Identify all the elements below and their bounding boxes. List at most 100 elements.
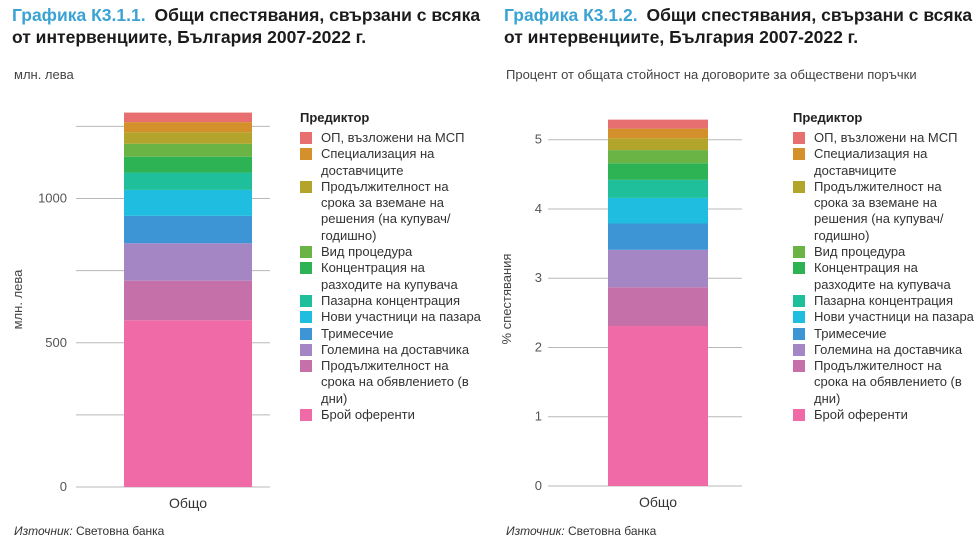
bar-segment — [124, 280, 252, 321]
source-label: Източник: — [14, 524, 73, 538]
y-tick-label: 3 — [535, 270, 542, 285]
legend-item: Нови участници на пазара — [300, 309, 490, 325]
legend-swatch — [793, 409, 805, 422]
legend-item: Продължителност на срока на обявлението … — [793, 358, 979, 407]
legend-swatch — [300, 294, 312, 307]
legend-label: Концентрация на разходите на купувача — [814, 260, 951, 292]
legend-item: ОП, възложени на МСП — [300, 130, 490, 146]
chart-panel-savings-mln: Графика К3.1.1. Общи спестявания, свърза… — [0, 0, 489, 547]
legend-label: Големина на доставчика — [814, 341, 963, 357]
y-tick-label: 4 — [535, 201, 542, 216]
legend-label: Продължителност на срока на обявлението … — [321, 358, 469, 406]
bar-segment — [124, 122, 252, 133]
y-tick-label: 1000 — [38, 191, 67, 206]
legend-swatch — [793, 132, 805, 144]
source-note: Източник: Световна банка — [14, 524, 164, 538]
legend-label: Големина на доставчика — [321, 341, 470, 357]
legend-swatch — [300, 246, 312, 259]
legend-swatch — [793, 262, 805, 275]
chart-title-number: Графика К3.1.2. — [504, 5, 638, 25]
legend-swatch — [793, 180, 805, 193]
bar-segment — [124, 112, 252, 123]
legend-item: Пазарна концентрация — [793, 293, 979, 309]
legend-swatch — [300, 311, 312, 324]
bar-segment — [124, 132, 252, 144]
legend-label: Вид процедура — [814, 244, 906, 260]
legend: Предиктор ОП, възложени на МСП Специализа… — [300, 110, 490, 423]
bar-segment — [124, 143, 252, 157]
chart-panel-savings-percent: Графика К3.1.2. Общи спестявания, свърза… — [492, 0, 979, 547]
y-tick-label: 5 — [535, 132, 542, 147]
legend-item: Концентрация на разходите на купувача — [793, 260, 979, 293]
bar-segment — [608, 150, 708, 164]
legend-swatch — [793, 148, 805, 161]
bar-segment — [124, 215, 252, 244]
y-tick-label: 1 — [535, 409, 542, 424]
legend-label: Специализация на доставчиците — [814, 146, 928, 178]
bar-segment — [124, 172, 252, 190]
chart-title-text: Общи спестявания, свързани с всяка от ин… — [504, 5, 973, 47]
y-tick-label: 0 — [60, 479, 67, 494]
legend-item: Вид процедура — [300, 244, 490, 260]
legend-label: Тримесечие — [814, 325, 887, 341]
legend-item: Продължителност на срока за вземане на р… — [793, 179, 979, 244]
legend-swatch — [300, 148, 312, 161]
legend-swatch — [793, 327, 805, 340]
legend-swatch — [793, 360, 805, 373]
legend-item: Тримесечие — [300, 326, 490, 342]
source-note: Източник: Световна банка — [506, 524, 656, 538]
legend-item: Тримесечие — [793, 326, 979, 342]
legend-item: Нови участници на пазара — [793, 309, 979, 325]
legend-swatch — [793, 343, 805, 356]
y-tick-label: 2 — [535, 339, 542, 354]
legend-label: ОП, възложени на МСП — [321, 130, 465, 145]
x-category-label: Общо — [169, 495, 207, 511]
legend-item: Пазарна концентрация — [300, 293, 490, 309]
legend-swatch — [300, 262, 312, 275]
source-text: Световна банка — [564, 524, 657, 538]
legend-swatch — [793, 246, 805, 259]
bar-chart: 0 1 2 3 4 5 % спестявания Общо — [499, 119, 742, 510]
legend-item: Големина на доставчика — [300, 342, 490, 358]
legend-item: Продължителност на срока на обявлението … — [300, 358, 490, 407]
legend-item: Брой оференти — [300, 407, 490, 423]
legend-item: Брой оференти — [793, 407, 979, 423]
bar-segment — [608, 326, 708, 486]
legend-swatch — [793, 311, 805, 324]
y-axis-label: % спестявания — [499, 254, 514, 345]
bar-segment — [608, 179, 708, 198]
chart-title-text: Общи спестявания, свързани с всяка от ин… — [12, 5, 481, 47]
legend-label: Брой оференти — [814, 407, 908, 423]
source-label: Източник: — [506, 524, 565, 538]
source-text: Световна банка — [72, 524, 165, 538]
chart-title: Графика К3.1.2. Общи спестявания, свърза… — [504, 4, 974, 48]
legend-label: Продължителност на срока за вземане на р… — [321, 178, 451, 243]
bar-segment — [608, 249, 708, 288]
bar-segment — [124, 320, 252, 487]
legend-label: Концентрация на разходите на купувача — [321, 260, 458, 292]
legend-label: Продължителност на срока на обявлението … — [814, 358, 962, 406]
bar-segment — [608, 163, 708, 180]
legend-title: Предиктор — [300, 110, 370, 125]
legend-swatch — [300, 360, 312, 373]
bar-segment — [608, 223, 708, 250]
bar-segment — [608, 197, 708, 224]
legend-swatch — [300, 132, 312, 144]
y-axis-label: млн. лева — [10, 269, 25, 330]
bar-segment — [608, 138, 708, 151]
legend-swatch — [793, 294, 805, 307]
chart-title: Графика К3.1.1. Общи спестявания, свърза… — [12, 4, 482, 48]
legend-label: Продължителност на срока за вземане на р… — [814, 178, 944, 243]
legend-item: Големина на доставчика — [793, 342, 979, 358]
legend-item: ОП, възложени на МСП — [793, 130, 979, 146]
bar-segment — [608, 128, 708, 139]
bar-chart: 0 500 1000 млн. лева Общо — [10, 112, 270, 511]
x-category-label: Общо — [639, 494, 677, 510]
legend-label: Пазарна концентрация — [814, 292, 953, 308]
legend-item: Концентрация на разходите на купувача — [300, 260, 490, 293]
legend-item: Специализация на доставчиците — [793, 146, 979, 179]
legend-label: Нови участници на пазара — [321, 309, 481, 325]
bar-segment — [608, 287, 708, 327]
bar-segment — [124, 156, 252, 173]
legend-swatch — [300, 327, 312, 340]
